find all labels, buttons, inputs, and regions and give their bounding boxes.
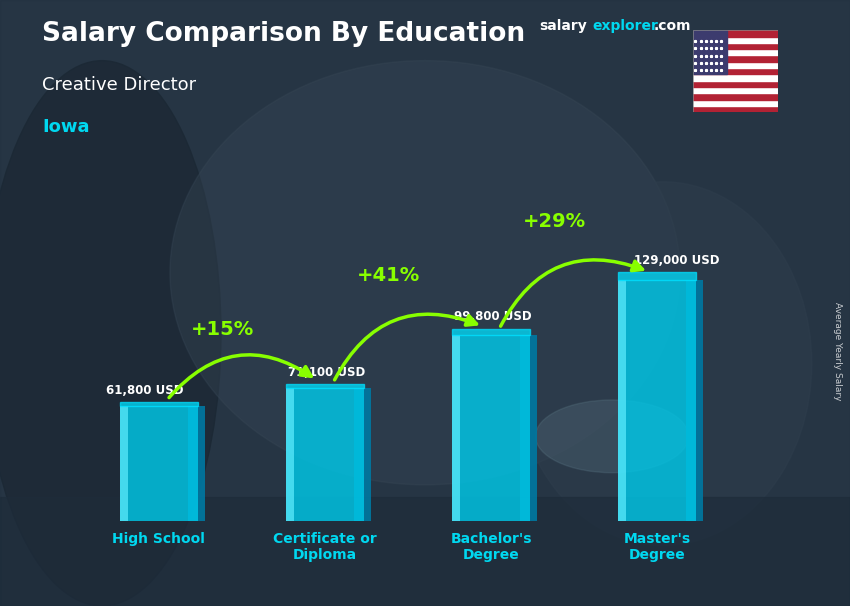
Bar	[693, 106, 778, 112]
Ellipse shape	[0, 61, 221, 606]
Text: 61,800 USD: 61,800 USD	[105, 384, 184, 398]
FancyBboxPatch shape	[286, 384, 364, 388]
Text: +29%: +29%	[523, 212, 586, 231]
Bar	[0, 497, 850, 606]
Bar	[693, 81, 778, 87]
Text: Salary Comparison By Education: Salary Comparison By Education	[42, 21, 525, 47]
Bar	[693, 62, 778, 68]
Bar	[188, 405, 205, 521]
Bar	[354, 388, 371, 521]
Bar	[120, 405, 198, 521]
Ellipse shape	[536, 400, 688, 473]
Bar	[693, 68, 778, 75]
Bar	[686, 280, 703, 521]
Bar	[693, 99, 778, 106]
Text: 99,800 USD: 99,800 USD	[455, 310, 532, 324]
Bar	[120, 405, 128, 521]
Bar	[693, 49, 778, 56]
FancyBboxPatch shape	[618, 272, 696, 280]
Text: explorer: explorer	[592, 19, 658, 33]
Text: .com: .com	[654, 19, 691, 33]
Ellipse shape	[170, 61, 680, 485]
Bar	[618, 280, 696, 521]
Bar	[452, 335, 461, 521]
Text: 129,000 USD: 129,000 USD	[634, 253, 719, 267]
Text: Average Yearly Salary: Average Yearly Salary	[833, 302, 842, 401]
Text: +41%: +41%	[356, 267, 420, 285]
Bar	[693, 93, 778, 99]
Text: Iowa: Iowa	[42, 118, 90, 136]
Bar	[286, 388, 294, 521]
Bar	[693, 36, 778, 43]
Text: salary: salary	[540, 19, 587, 33]
Bar	[693, 56, 778, 62]
Bar	[520, 335, 536, 521]
Text: 71,100 USD: 71,100 USD	[288, 366, 366, 379]
Ellipse shape	[514, 182, 812, 545]
Bar	[693, 75, 778, 81]
Bar	[693, 43, 778, 49]
Text: +15%: +15%	[190, 320, 253, 339]
Bar	[693, 30, 778, 36]
Bar	[693, 87, 778, 93]
Bar	[693, 30, 727, 75]
Bar	[618, 280, 626, 521]
Bar	[452, 335, 530, 521]
Bar	[286, 388, 364, 521]
FancyBboxPatch shape	[452, 328, 530, 335]
FancyBboxPatch shape	[120, 402, 198, 405]
Text: Creative Director: Creative Director	[42, 76, 196, 94]
